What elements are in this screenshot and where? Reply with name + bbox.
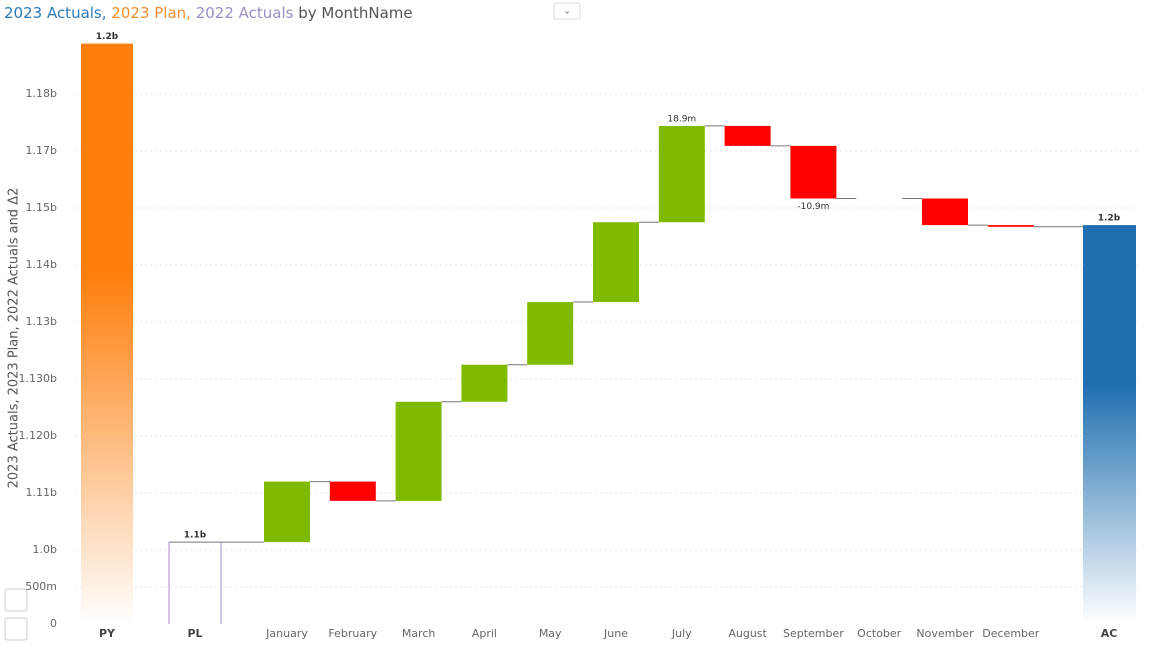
y-tick-label: 1.14b bbox=[26, 258, 57, 271]
x-tick-label: December bbox=[982, 627, 1040, 640]
edit-button[interactable] bbox=[4, 617, 28, 641]
plan-fill bbox=[169, 542, 221, 624]
delta-bar bbox=[461, 364, 508, 402]
title-part: by MonthName bbox=[298, 4, 412, 22]
value-label: 1.2b bbox=[1098, 214, 1121, 224]
y-tick-label: 1.11b bbox=[26, 486, 57, 499]
x-tick-label: September bbox=[783, 627, 844, 640]
chart-title: 2023 Actuals, 2023 Plan, 2022 Actuals by… bbox=[4, 4, 413, 22]
x-tick-label: January bbox=[265, 627, 308, 640]
x-tick-label: March bbox=[402, 627, 436, 640]
delta-bar bbox=[724, 125, 771, 146]
plan-bar bbox=[168, 541, 222, 624]
x-tick-label: AC bbox=[1101, 627, 1118, 640]
delta-bar bbox=[527, 302, 574, 365]
x-tick-label: PL bbox=[187, 627, 202, 640]
delta-bar bbox=[395, 401, 442, 501]
delta-bar bbox=[593, 222, 639, 303]
y-tick-label: 1.15b bbox=[26, 201, 57, 214]
delta-bar bbox=[790, 145, 837, 199]
x-tick-label: April bbox=[472, 627, 497, 640]
title-part: 2023 Actuals, bbox=[4, 4, 111, 22]
x-tick-label: PY bbox=[99, 627, 116, 640]
x-tick-label: May bbox=[539, 627, 562, 640]
value-label: -10.9m bbox=[797, 202, 829, 212]
delta-bar bbox=[329, 481, 376, 501]
y-tick-label: 500m bbox=[25, 580, 57, 593]
x-tick-label: July bbox=[671, 627, 692, 640]
value-label: 1.2b bbox=[96, 32, 119, 42]
x-tick-label: November bbox=[916, 627, 974, 640]
y-tick-label: 1.13b bbox=[26, 315, 57, 328]
expand-button[interactable] bbox=[553, 2, 581, 20]
delta-bar bbox=[922, 198, 968, 226]
total-bar bbox=[81, 43, 133, 625]
y-tick-label: 1.0b bbox=[33, 543, 57, 556]
delta-bar bbox=[658, 125, 705, 223]
x-tick-label: October bbox=[857, 627, 901, 640]
value-label: 18.9m bbox=[667, 114, 696, 124]
y-tick-label: 1.18b bbox=[26, 87, 57, 100]
delta-bar bbox=[987, 225, 1034, 227]
value-label: 1.1b bbox=[184, 531, 207, 541]
x-tick-label: June bbox=[603, 627, 628, 640]
y-tick-label: 1.17b bbox=[26, 144, 57, 157]
total-bar bbox=[1083, 225, 1136, 624]
delta-bar bbox=[264, 481, 310, 543]
title-part: 2023 Plan, bbox=[111, 4, 195, 22]
y-tick-label: 1.130b bbox=[19, 372, 57, 385]
title-part: 2022 Actuals bbox=[196, 4, 299, 22]
x-tick-label: August bbox=[728, 627, 767, 640]
y-axis-label: 2023 Actuals, 2023 Plan, 2022 Actuals an… bbox=[7, 188, 22, 489]
y-tick-label: 1.120b bbox=[19, 429, 57, 442]
table-button[interactable] bbox=[4, 588, 28, 612]
x-tick-label: February bbox=[328, 627, 377, 640]
y-tick-label: 0 bbox=[50, 617, 57, 630]
expand-icon: ⌄ bbox=[563, 7, 571, 17]
